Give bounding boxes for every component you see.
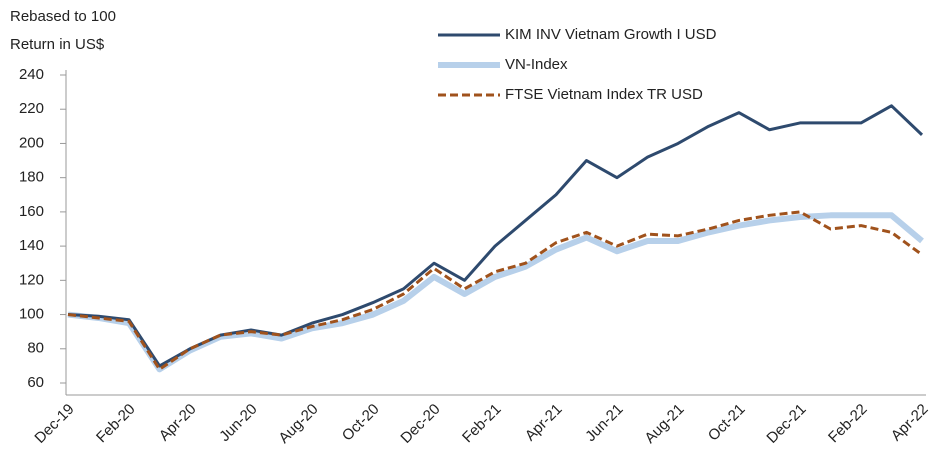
x-tick-label: Oct-21 (705, 401, 749, 445)
y-tick-label: 180 (19, 169, 44, 186)
y-tick-label: 220 (19, 100, 44, 117)
x-tick-label: Dec-19 (31, 401, 77, 447)
x-tick-label: Feb-20 (93, 401, 139, 447)
x-tick-label: Apr-20 (156, 401, 200, 445)
y-tick-label: 240 (19, 66, 44, 83)
x-tick-label: Feb-22 (825, 401, 871, 447)
series-line (67, 212, 924, 373)
y-tick-label: 60 (27, 374, 44, 391)
axis-note: Return in US$ (10, 36, 105, 53)
legend-label: VN-Index (505, 56, 568, 73)
x-tick-label: Aug-21 (641, 401, 687, 447)
x-tick-label: Apr-21 (522, 401, 566, 445)
x-tick-label: Apr-22 (888, 401, 932, 445)
series-line (67, 210, 923, 371)
x-tick-label: Feb-21 (459, 401, 505, 447)
y-tick-label: 80 (27, 340, 44, 357)
y-tick-label: 140 (19, 237, 44, 254)
x-tick-label: Oct-20 (339, 401, 383, 445)
x-tick-label: Jun-21 (582, 401, 626, 445)
y-tick-label: 120 (19, 271, 44, 288)
legend-label: FTSE Vietnam Index TR USD (505, 86, 703, 103)
x-tick-label: Jun-20 (216, 401, 260, 445)
series-line (67, 104, 924, 368)
y-tick-label: 160 (19, 203, 44, 220)
y-tick-label: 100 (19, 306, 44, 323)
x-tick-label: Dec-21 (763, 401, 809, 447)
legend-label: KIM INV Vietnam Growth I USD (505, 26, 717, 43)
axis-note: Rebased to 100 (10, 8, 116, 25)
x-tick-label: Aug-20 (275, 401, 321, 447)
x-tick-label: Dec-20 (397, 401, 443, 447)
y-tick-label: 200 (19, 134, 44, 151)
